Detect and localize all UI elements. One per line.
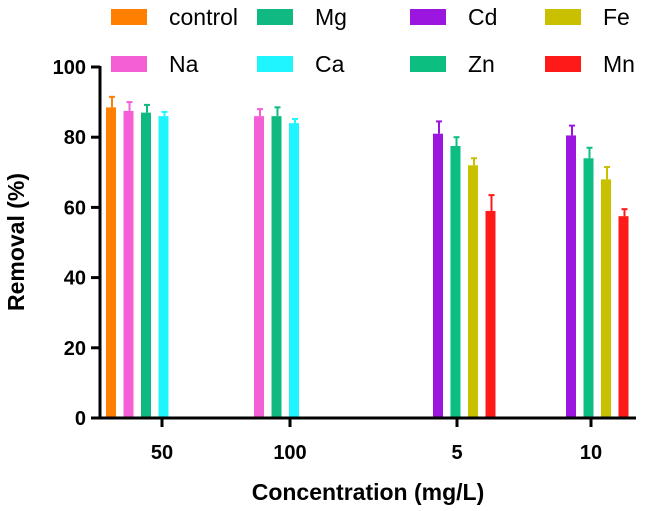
bar-mn-10 <box>618 216 629 418</box>
error-bar-mn-10 <box>621 208 628 217</box>
bar-mg-50 <box>141 112 151 418</box>
bar-zn-10 <box>583 158 594 418</box>
x-tick-label-100: 100 <box>273 442 306 464</box>
y-tick-label: 60 <box>64 197 86 219</box>
error-bar-mg-100 <box>274 106 281 117</box>
legend-item-na: Na <box>111 51 199 77</box>
legend-swatch <box>111 9 147 25</box>
y-tick-label: 80 <box>64 127 86 149</box>
bar-control-50 <box>106 107 116 419</box>
error-bar-cd-5 <box>436 120 442 134</box>
legend-label: Fe <box>603 4 630 30</box>
error-bar-mn-5 <box>488 194 495 211</box>
y-tick-label: 100 <box>53 57 86 79</box>
error-bar-zn-10 <box>586 146 593 159</box>
legend-swatch <box>111 56 147 72</box>
bar-ca-50 <box>158 116 169 418</box>
x-axis: 50 100 5 10 <box>98 416 636 464</box>
legend-item-cd: Cd <box>410 4 497 30</box>
legend-item-fe: Fe <box>545 4 630 30</box>
error-bar-fe-5 <box>471 157 477 166</box>
legend-label: Cd <box>468 4 497 30</box>
legend-swatch <box>545 9 581 25</box>
error-bar-zn-5 <box>453 136 460 146</box>
legend-swatch <box>410 56 446 72</box>
error-bar-ca-50 <box>161 110 168 117</box>
bar-mn-5 <box>485 210 496 418</box>
error-bars-group <box>109 95 628 217</box>
legend-item-ca: Ca <box>257 51 345 77</box>
bar-cd-5 <box>433 133 443 418</box>
bar-fe-10 <box>601 179 611 418</box>
legend-label: Mg <box>315 4 347 30</box>
bar-na-100 <box>254 116 264 418</box>
legend-swatch <box>257 9 293 25</box>
legend: control Mg Cd Fe Na Ca Zn Mn <box>111 4 635 77</box>
legend-item-mg: Mg <box>257 4 347 30</box>
bar-ca-100 <box>289 123 299 418</box>
legend-swatch <box>257 56 293 72</box>
legend-item-control: control <box>111 4 238 30</box>
error-bar-control-50 <box>109 95 115 108</box>
y-tick-label: 20 <box>64 338 86 360</box>
error-bar-na-50 <box>126 101 133 111</box>
legend-swatch <box>410 9 446 25</box>
y-tick-label: 40 <box>64 268 86 290</box>
legend-swatch <box>545 56 581 72</box>
x-tick-label-5: 5 <box>451 442 462 464</box>
y-axis: 0 20 40 60 80 100 <box>53 57 102 430</box>
bar-zn-5 <box>450 145 461 418</box>
x-tick-label-50: 50 <box>151 442 173 464</box>
x-axis-label: Concentration (mg/L) <box>252 479 485 505</box>
legend-item-mn: Mn <box>545 51 635 77</box>
error-bar-na-100 <box>257 108 263 117</box>
bar-na-50 <box>123 110 134 418</box>
bar-mg-100 <box>271 116 282 418</box>
legend-label: Ca <box>315 51 345 77</box>
error-bar-ca-100 <box>292 117 298 124</box>
bars-group <box>106 107 629 419</box>
legend-item-zn: Zn <box>410 51 495 77</box>
bar-cd-10 <box>566 135 576 418</box>
error-bar-fe-10 <box>604 166 610 180</box>
bar-fe-5 <box>468 165 478 418</box>
legend-label: control <box>169 4 238 30</box>
x-tick-label-10: 10 <box>580 442 602 464</box>
y-axis-label: Removal (%) <box>3 173 29 311</box>
error-bar-cd-10 <box>569 124 575 136</box>
legend-label: Mn <box>603 51 635 77</box>
y-tick-label: 0 <box>75 408 86 430</box>
legend-label: Na <box>169 51 199 77</box>
error-bar-mg-50 <box>144 103 150 113</box>
legend-label: Zn <box>468 51 495 77</box>
